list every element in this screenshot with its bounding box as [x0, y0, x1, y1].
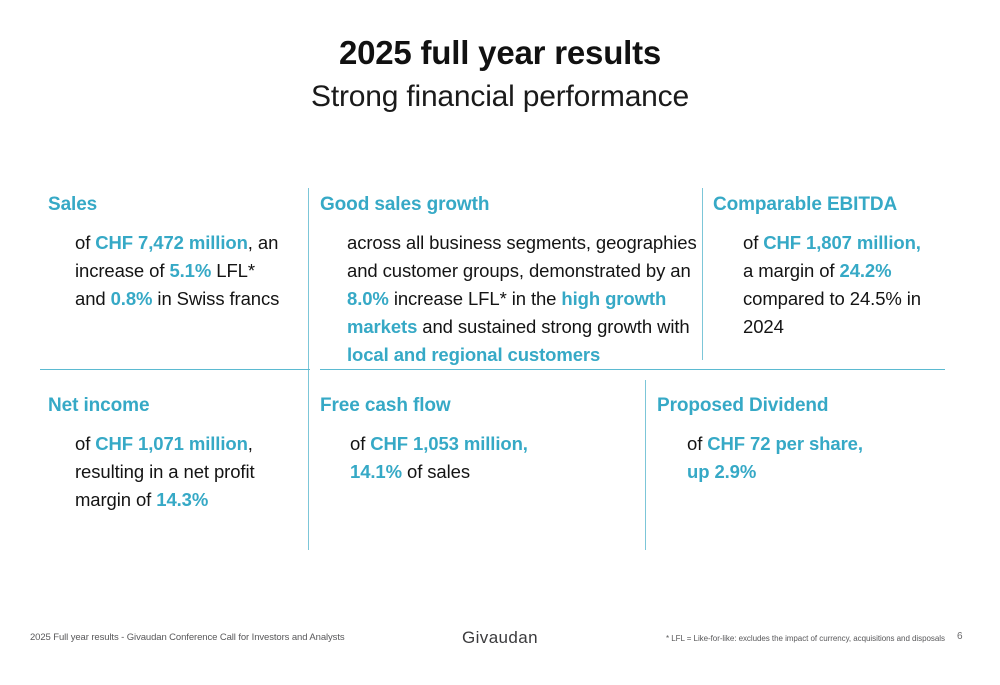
fcf-line1-prefix: of	[350, 432, 371, 454]
panel-sales-heading: Sales	[48, 194, 98, 215]
footer-left-text: 2025 Full year results - Givaudan Confer…	[30, 632, 345, 643]
ebitda-line1-prefix: of	[743, 231, 764, 253]
panel-proposed-dividend: Proposed Dividend of CHF 72 per share, u…	[657, 395, 957, 486]
panel-good-sales-growth-heading: Good sales growth	[320, 194, 490, 215]
divider-horizontal-left	[40, 369, 310, 370]
sales-line1-suffix: , an	[247, 231, 279, 253]
panel-comparable-ebitda: Comparable EBITDA of CHF 1,807 million, …	[713, 194, 958, 341]
ebitda-line2-prefix: a margin of	[743, 259, 840, 281]
growth-line2: and customer groups, demonstrated by an	[347, 259, 691, 281]
ebitda-value-margin: 24.2%	[839, 259, 892, 281]
title-block: 2025 full year results Strong financial …	[0, 34, 1000, 115]
fcf-value-amount: CHF 1,053 million,	[370, 432, 528, 454]
panel-sales: Sales of CHF 7,472 million, an increase …	[48, 194, 298, 313]
panel-comparable-ebitda-heading: Comparable EBITDA	[713, 194, 898, 215]
sales-value-chf-growth: 0.8%	[110, 288, 153, 310]
sales-line2-prefix: increase of	[75, 259, 170, 281]
growth-value-lfl: 8.0%	[347, 288, 389, 310]
growth-highlight-local-regional: local and regional customers	[347, 344, 601, 366]
netincome-value-amount: CHF 1,071 million	[95, 432, 248, 454]
netincome-line3-prefix: margin of	[75, 489, 157, 511]
panel-free-cash-flow: Free cash flow of CHF 1,053 million, 14.…	[320, 395, 630, 486]
page-title: 2025 full year results	[338, 34, 662, 71]
sales-line1-prefix: of	[75, 231, 96, 253]
divider-vertical-lower-right	[645, 380, 646, 550]
panel-comparable-ebitda-body: of CHF 1,807 million, a margin of 24.2% …	[713, 229, 958, 341]
sales-line3-prefix: and	[75, 288, 111, 310]
growth-line3-mid: increase LFL* in the	[388, 288, 562, 310]
panel-net-income-heading: Net income	[48, 395, 150, 416]
footnote-lfl-definition: * LFL = Like-for-like: excludes the impa…	[666, 634, 945, 643]
givaudan-logo: Givaudan	[462, 628, 538, 647]
panel-proposed-dividend-heading: Proposed Dividend	[657, 395, 829, 416]
fcf-value-percent-of-sales: 14.1%	[350, 460, 402, 482]
page-subtitle: Strong financial performance	[311, 79, 689, 113]
panel-good-sales-growth: Good sales growth across all business se…	[320, 194, 700, 369]
divider-horizontal-right	[320, 369, 945, 370]
panel-good-sales-growth-body: across all business segments, geographie…	[320, 229, 700, 370]
ebitda-value-amount: CHF 1,807 million,	[763, 231, 921, 253]
dividend-value-increase: up 2.9%	[687, 460, 757, 482]
ebitda-line3: compared to 24.5% in	[743, 288, 921, 310]
sales-value-lfl: 5.1%	[169, 259, 212, 281]
fcf-line2-suffix: of sales	[401, 460, 470, 482]
netincome-line2: resulting in a net profit	[75, 460, 255, 482]
growth-highlight-markets: markets	[347, 316, 418, 338]
panel-sales-body: of CHF 7,472 million, an increase of 5.1…	[48, 229, 298, 313]
dividend-value-per-share: CHF 72 per share,	[707, 432, 863, 454]
panel-proposed-dividend-body: of CHF 72 per share, up 2.9%	[657, 430, 957, 486]
netincome-value-margin: 14.3%	[156, 489, 209, 511]
panel-net-income: Net income of CHF 1,071 million, resulti…	[48, 395, 303, 514]
panel-free-cash-flow-heading: Free cash flow	[320, 395, 451, 416]
growth-highlight-high-growth: high growth	[561, 288, 667, 310]
growth-line4-rest: and sustained strong growth with	[417, 316, 690, 338]
sales-line2-suffix: LFL*	[211, 259, 255, 281]
dividend-line1-prefix: of	[687, 432, 708, 454]
sales-value-revenue: CHF 7,472 million	[95, 231, 248, 253]
netincome-line1-suffix: ,	[247, 432, 253, 454]
growth-line1: across all business segments, geographie…	[347, 231, 697, 253]
panel-net-income-body: of CHF 1,071 million, resulting in a net…	[48, 430, 303, 514]
netincome-line1-prefix: of	[75, 432, 96, 454]
ebitda-line4: 2024	[743, 316, 784, 338]
divider-vertical-upper-right	[702, 188, 703, 360]
panel-free-cash-flow-body: of CHF 1,053 million, 14.1% of sales	[320, 430, 630, 486]
sales-line3-suffix: in Swiss francs	[152, 288, 280, 310]
page-number: 6	[957, 631, 963, 642]
